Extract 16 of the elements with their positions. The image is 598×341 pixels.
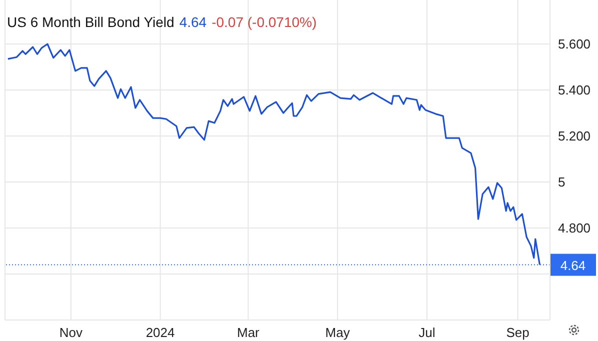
y-tick-label: 5.200: [558, 128, 591, 144]
y-tick-label: 5.600: [558, 36, 591, 52]
x-tick-label: Sep: [506, 325, 530, 340]
x-tick-label: May: [325, 325, 350, 340]
annotation: -0.07 (-0.0710%): [212, 14, 317, 30]
x-tick-label: Nov: [59, 325, 83, 340]
x-tick-label: Jul: [418, 325, 436, 340]
y-tick-label: 5.400: [558, 82, 591, 98]
y-tick-label: 4.800: [558, 220, 591, 236]
text: US 6 Month Bill Bond Yield: [7, 14, 174, 30]
ref-line-label: 4.64: [560, 258, 586, 273]
line-series: [7, 43, 541, 266]
annotation: 4.64: [179, 14, 207, 30]
x-tick-label: Mar: [237, 325, 260, 340]
x-tick-label: 2024: [146, 325, 175, 340]
y-tick-label: 5: [558, 174, 566, 190]
